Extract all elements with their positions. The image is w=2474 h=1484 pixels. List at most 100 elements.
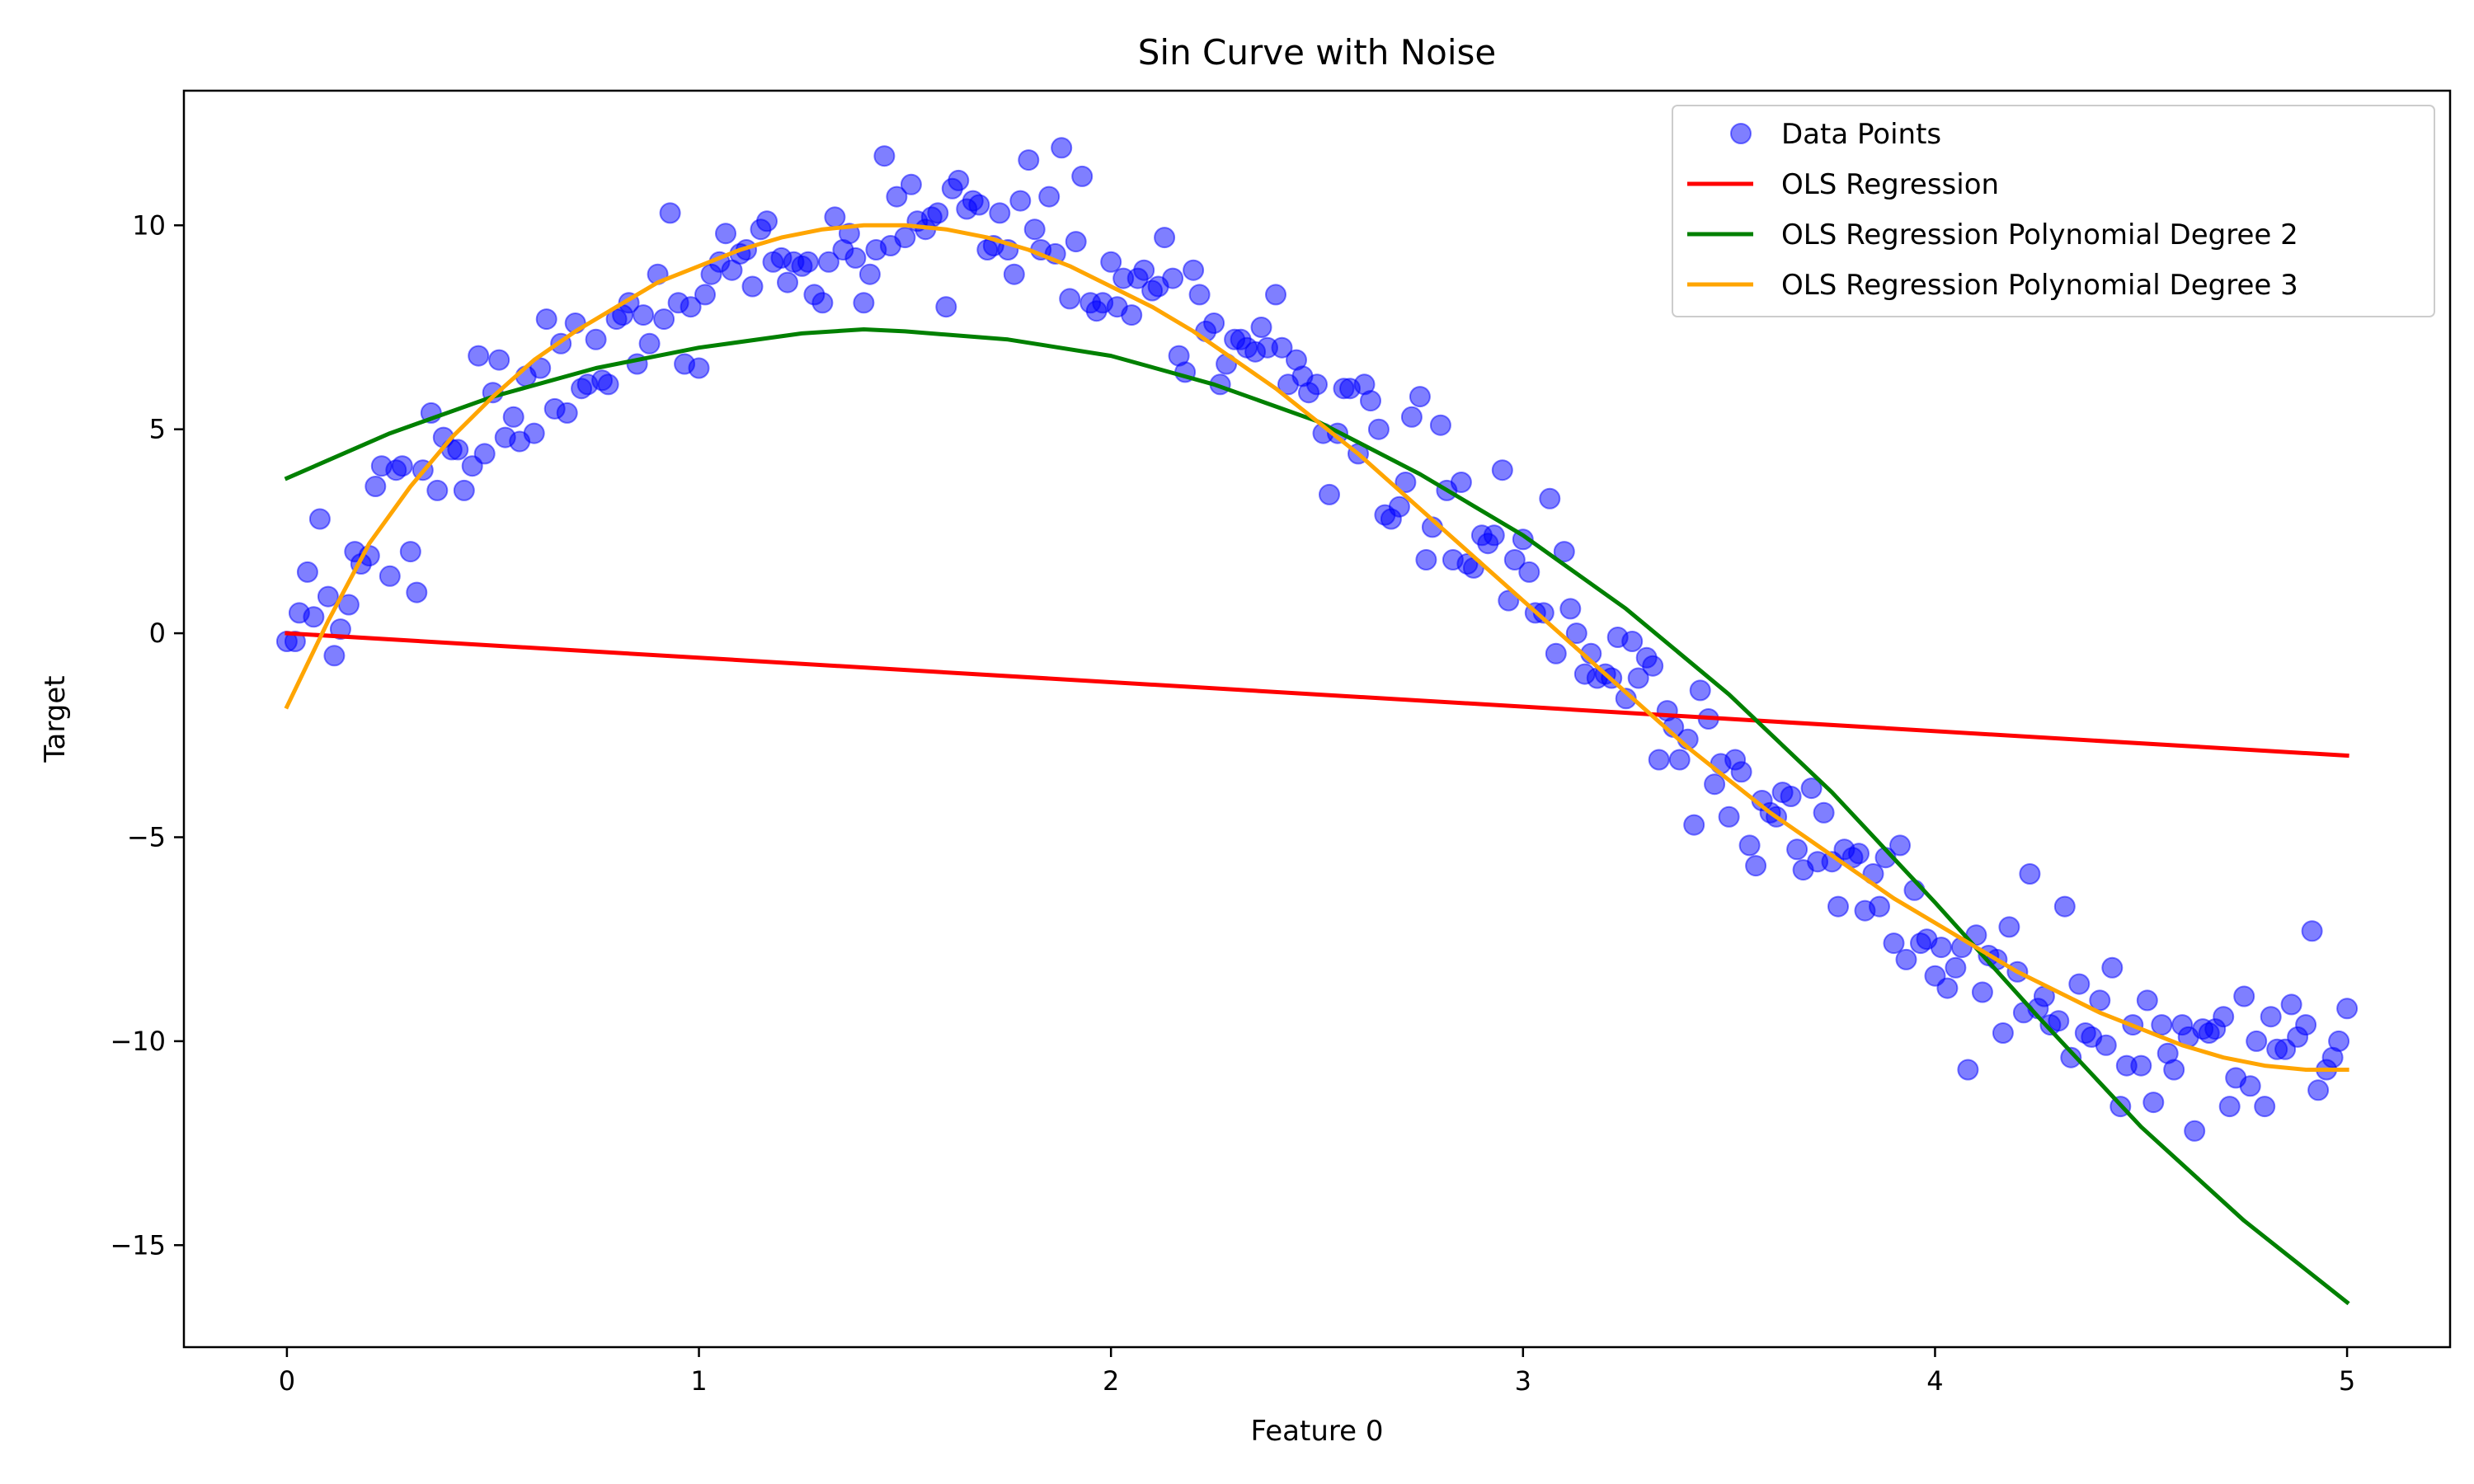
data-point: [873, 145, 896, 167]
data-point: [1188, 284, 1211, 306]
y-tick-label: 10: [132, 209, 166, 241]
y-tick-label: −5: [127, 821, 166, 852]
data-point: [1518, 561, 1540, 583]
data-point: [1689, 679, 1711, 702]
data-point: [1498, 589, 1520, 612]
data-point: [303, 606, 325, 628]
data-point: [927, 202, 949, 224]
series-ols-regression: [285, 631, 2349, 758]
data-point: [468, 345, 490, 367]
data-point: [1936, 977, 1959, 999]
data-point: [296, 561, 318, 583]
x-tick-label: 5: [2339, 1365, 2355, 1397]
data-point: [1250, 317, 1272, 338]
data-point: [1271, 336, 1293, 359]
line-ols-regression-polynomial-degree-2: [284, 327, 2350, 1306]
data-point: [1895, 948, 1917, 970]
line-ols-regression: [285, 631, 2349, 758]
data-point: [1265, 284, 1286, 306]
data-point: [2068, 973, 2091, 995]
data-point: [473, 443, 496, 465]
data-point: [1183, 259, 1205, 281]
data-point: [284, 631, 306, 652]
data-point: [1930, 937, 1952, 959]
data-point: [535, 308, 557, 331]
data-point: [2213, 1006, 2235, 1028]
data-point: [1409, 386, 1431, 408]
data-point: [1059, 288, 1081, 310]
legend-label-data-points: Data Points: [1781, 118, 1941, 151]
data-point: [858, 263, 881, 285]
data-point: [1360, 390, 1381, 412]
data-point: [308, 508, 331, 530]
data-point: [2239, 1075, 2261, 1097]
x-tick-label: 1: [690, 1365, 707, 1397]
data-point: [1730, 761, 1752, 783]
data-point: [811, 292, 834, 314]
data-point: [1827, 895, 1849, 918]
data-point: [556, 402, 578, 424]
data-point: [1786, 838, 1808, 861]
x-axis-label: Feature 0: [1251, 1415, 1384, 1448]
data-point: [502, 406, 524, 428]
data-point: [1883, 932, 1905, 955]
data-point: [1121, 304, 1143, 326]
legend-label-ols-regression: OLS Regression: [1781, 168, 1999, 201]
legend: Data Points OLS Regression OLS Regressio…: [1672, 105, 2435, 317]
data-point: [2280, 993, 2302, 1016]
data-point: [1306, 373, 1328, 396]
data-point: [1503, 549, 1526, 571]
data-point: [453, 479, 475, 501]
data-point: [1869, 895, 1890, 918]
data-point: [2163, 1059, 2185, 1081]
series-ols-regression-polynomial-degree-2: [284, 327, 2350, 1306]
data-point: [2295, 1014, 2317, 1036]
data-point: [2301, 920, 2323, 942]
data-point: [797, 251, 819, 273]
data-point: [1683, 814, 1705, 836]
data-point: [2130, 1054, 2152, 1077]
data-point: [1957, 1059, 1979, 1081]
data-point: [653, 308, 675, 331]
data-point: [1668, 749, 1691, 771]
data-point: [824, 206, 846, 228]
data-point: [1023, 218, 1046, 241]
data-point: [1051, 137, 1073, 159]
data-point: [406, 581, 428, 603]
data-point: [817, 251, 840, 273]
plot-area: [275, 137, 2359, 1306]
line-ols-regression-polynomial-degree-3: [284, 223, 2349, 1072]
data-point: [2053, 895, 2076, 918]
legend-marker-data-points: [1730, 123, 1752, 144]
plot-frame: [182, 89, 2452, 1349]
data-point: [2060, 1046, 2082, 1068]
data-point: [680, 296, 702, 318]
legend-item-data-points: Data Points: [1730, 118, 1941, 151]
data-point: [756, 210, 778, 232]
data-point: [399, 541, 421, 563]
data-point: [2048, 1010, 2070, 1032]
data-point: [2246, 1030, 2268, 1052]
data-point: [1627, 667, 1649, 689]
data-point: [1545, 642, 1567, 665]
data-point: [1539, 487, 1561, 510]
data-point: [2095, 1034, 2117, 1056]
data-point: [900, 173, 922, 195]
data-point: [597, 373, 619, 396]
data-point: [1718, 805, 1740, 828]
data-point: [1889, 834, 1911, 857]
data-point: [1133, 259, 1155, 281]
x-tick-label: 0: [279, 1365, 295, 1397]
data-point: [1553, 541, 1575, 563]
data-point: [1648, 749, 1670, 771]
legend-item-ols-poly-3: OLS Regression Polynomial Degree 3: [1687, 269, 2298, 302]
x-axis-ticks: 0 1 2 3 4 5: [279, 1347, 2355, 1397]
data-point: [1491, 459, 1513, 481]
data-point: [1621, 631, 1644, 652]
y-tick-label: 0: [149, 618, 166, 649]
data-point: [1400, 406, 1423, 428]
data-point: [2307, 1079, 2330, 1101]
data-point: [1162, 267, 1184, 289]
data-point: [1992, 1022, 2014, 1044]
